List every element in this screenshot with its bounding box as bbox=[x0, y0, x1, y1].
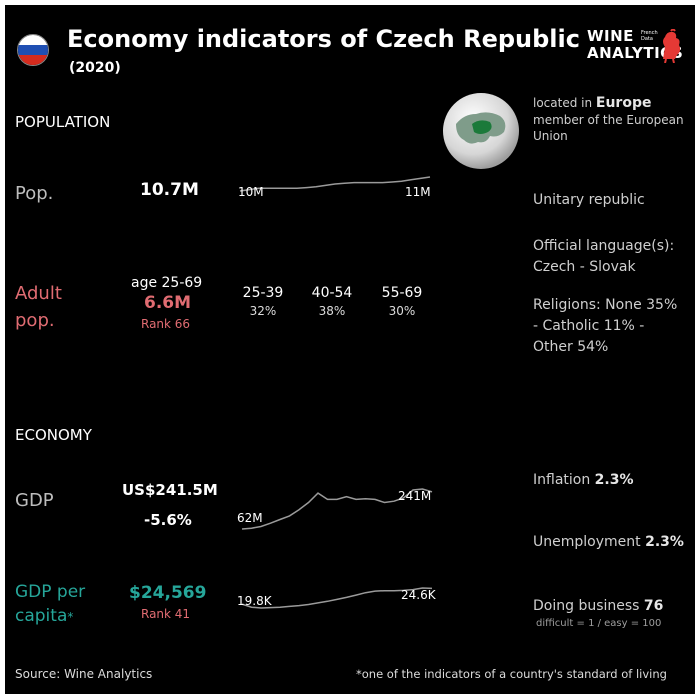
inflation-value: 2.3% bbox=[594, 472, 634, 488]
economy-section-title: ECONOMY bbox=[15, 426, 92, 444]
pop-value: 10.7M bbox=[140, 180, 199, 200]
globe-icon bbox=[443, 93, 519, 169]
gdp-per-capita-value: $24,569 bbox=[129, 583, 207, 603]
gdp-per-capita-label: GDP per capita* bbox=[15, 580, 85, 629]
gdp-change: -5.6% bbox=[144, 511, 192, 529]
adult-pop-rank: Rank 66 bbox=[141, 317, 191, 331]
location-prefix: located in bbox=[533, 96, 596, 110]
location-continent: Europe bbox=[595, 95, 652, 111]
age-group-label: 55-69 bbox=[381, 285, 423, 301]
adult-pop-label-line1: Adult bbox=[15, 283, 62, 304]
adult-pop-label: Adult pop. bbox=[15, 280, 62, 334]
population-sparkline-line bbox=[239, 176, 431, 192]
pop-label: Pop. bbox=[15, 183, 54, 204]
gdp-start-label: 62M bbox=[237, 511, 263, 525]
religions-line2: - Catholic 11% - bbox=[533, 318, 645, 334]
gdp-value: US$241.5M bbox=[122, 481, 218, 499]
age-group-pct: 38% bbox=[318, 304, 346, 318]
gdp-per-capita-sparkline bbox=[241, 587, 433, 609]
age-group-55-69: 55-69 30% bbox=[372, 285, 432, 318]
age-group-pct: 32% bbox=[249, 304, 277, 318]
footer-source: Source: Wine Analytics bbox=[15, 667, 153, 681]
unemployment-line: Unemployment 2.3% bbox=[533, 532, 684, 553]
age-group-pct: 30% bbox=[388, 304, 416, 318]
pop-sparkline bbox=[239, 176, 431, 192]
logo-wine-text: WINE bbox=[587, 27, 634, 45]
gdp-per-capita-label-line1: GDP per bbox=[15, 582, 86, 602]
logo-small-text: French Data bbox=[641, 30, 658, 42]
indicator-card: Economy indicators of Czech Republic (20… bbox=[5, 5, 695, 694]
government-type: Unitary republic bbox=[533, 192, 645, 208]
religions-line3: Other 54% bbox=[533, 339, 609, 355]
gdp-per-capita-label-word: capita bbox=[15, 606, 68, 626]
adult-age-range: age 25-69 bbox=[131, 275, 203, 291]
doing-business-note: difficult = 1 / easy = 100 bbox=[536, 618, 662, 629]
eu-membership-line2: Union bbox=[533, 129, 568, 143]
gdp-per-capita-sparkline-line bbox=[241, 587, 433, 609]
gdp-per-capita-rank: Rank 41 bbox=[141, 607, 191, 621]
doing-business-label: Doing business bbox=[533, 598, 640, 614]
doing-business-line: Doing business 76 bbox=[533, 596, 663, 617]
pop-start-label: 10M bbox=[238, 185, 264, 199]
page-title: Economy indicators of Czech Republic bbox=[67, 25, 580, 53]
logo-analytics-text: ANALYTICS bbox=[587, 44, 684, 62]
rooster-icon bbox=[663, 29, 681, 63]
unemployment-label: Unemployment bbox=[533, 534, 641, 550]
standard-of-living-asterisk: * bbox=[67, 610, 74, 624]
gdp-per-capita-label-line2: capita* bbox=[15, 604, 85, 629]
adult-pop-value: 6.6M bbox=[144, 293, 192, 313]
age-group-40-54: 40-54 38% bbox=[302, 285, 362, 318]
page-year: (2020) bbox=[69, 60, 121, 76]
gdp-sparkline bbox=[241, 488, 433, 530]
unemployment-value: 2.3% bbox=[645, 534, 684, 550]
adult-pop-label-line2: pop. bbox=[15, 310, 55, 331]
footer-note: *one of the indicators of a country's st… bbox=[356, 667, 667, 681]
religions-line1: Religions: None 35% bbox=[533, 297, 678, 313]
gdp-label: GDP bbox=[15, 490, 54, 511]
inflation-line: Inflation 2.3% bbox=[533, 470, 634, 491]
inflation-label: Inflation bbox=[533, 472, 591, 488]
languages-title: Official language(s): bbox=[533, 238, 675, 254]
wine-analytics-logo: WINE ANALYTICS French Data bbox=[587, 27, 687, 67]
population-section-title: POPULATION bbox=[15, 113, 111, 131]
gdp-sparkline-line bbox=[241, 488, 433, 530]
russia-flag-icon bbox=[17, 34, 49, 66]
eu-membership-line1: member of the European bbox=[533, 113, 684, 127]
languages-value: Czech - Slovak bbox=[533, 259, 636, 275]
age-group-25-39: 25-39 32% bbox=[233, 285, 293, 318]
age-group-label: 40-54 bbox=[311, 285, 353, 301]
doing-business-value: 76 bbox=[643, 598, 664, 614]
gdp-per-capita-end-label: 24.6K bbox=[401, 588, 436, 602]
location-line: located in Europe bbox=[533, 93, 651, 114]
age-group-label: 25-39 bbox=[242, 285, 284, 301]
gdp-end-label: 241M bbox=[398, 489, 432, 503]
pop-end-label: 11M bbox=[405, 185, 431, 199]
gdp-per-capita-start-label: 19.8K bbox=[237, 594, 272, 608]
